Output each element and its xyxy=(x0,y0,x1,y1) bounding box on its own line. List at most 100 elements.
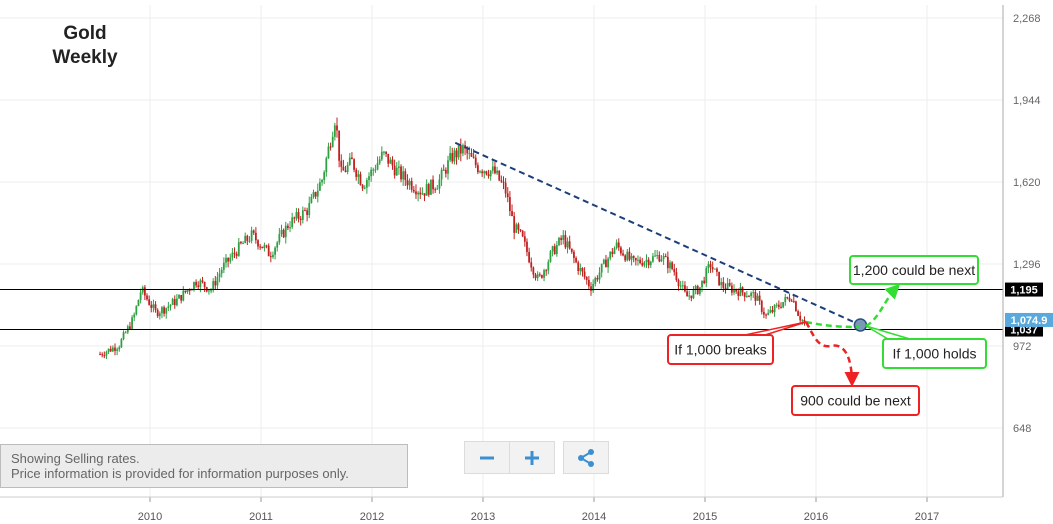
candle-body xyxy=(737,291,740,296)
candle-body xyxy=(321,180,323,183)
candle-body xyxy=(481,171,484,174)
candle-body xyxy=(504,182,507,194)
candle-body xyxy=(797,311,799,316)
candle-body xyxy=(666,256,669,269)
candle-body xyxy=(280,229,283,235)
candle-body xyxy=(107,348,110,352)
candle-body xyxy=(457,145,460,158)
share-control xyxy=(563,441,609,474)
title-line-2: Weekly xyxy=(52,47,118,68)
candle-body xyxy=(361,185,364,189)
candle-body xyxy=(169,304,172,307)
callout-1200-next: 1,200 could be next xyxy=(849,255,979,285)
x-tick-label: 2010 xyxy=(138,511,162,523)
candle-body xyxy=(436,188,439,190)
price-level-badge xyxy=(1005,282,1043,297)
candle-body xyxy=(444,169,447,174)
candle-body xyxy=(248,240,251,242)
candle-body xyxy=(632,255,635,259)
candle-body xyxy=(594,278,597,284)
candle-body xyxy=(786,297,789,299)
zoom-out-button[interactable] xyxy=(465,442,509,473)
candle-body xyxy=(605,259,607,268)
candle-body xyxy=(137,299,140,306)
candle-body xyxy=(269,256,272,258)
callout-box xyxy=(849,255,979,285)
candle-body xyxy=(777,304,780,307)
candle-body xyxy=(688,295,691,297)
candle-body xyxy=(743,292,746,297)
candle-body xyxy=(244,235,247,244)
axes: 648 972 1,296 1,620 1,944 2,268 2010 2011 2012 20… xyxy=(0,5,1041,523)
candle-body xyxy=(440,169,443,180)
candle-body xyxy=(229,257,232,262)
candle-body xyxy=(212,281,215,291)
candle-body xyxy=(538,274,541,276)
candle-body xyxy=(750,292,753,297)
candle-body xyxy=(652,256,654,262)
candle-body xyxy=(250,230,253,241)
callout-pointer xyxy=(744,321,807,336)
candle-body xyxy=(227,257,230,262)
callout-1000-holds: If 1,000 holds xyxy=(865,325,987,369)
candle-body xyxy=(600,263,603,273)
candle-body xyxy=(541,275,543,278)
candle-body xyxy=(274,247,276,255)
zoom-in-button[interactable] xyxy=(509,442,554,473)
candle-body xyxy=(673,269,676,273)
candle-body xyxy=(419,192,422,195)
candle-body xyxy=(487,174,490,177)
candle-body xyxy=(261,246,264,249)
candle-body xyxy=(182,290,185,301)
candle-body xyxy=(671,262,674,270)
up-arrow xyxy=(865,283,901,328)
candle-body xyxy=(553,246,556,255)
candle-body xyxy=(780,306,782,308)
minus-icon xyxy=(480,456,494,459)
candle-body xyxy=(167,306,170,308)
candle-body xyxy=(609,251,612,259)
candle-body xyxy=(466,148,469,154)
candle-body xyxy=(316,190,319,197)
candle-body xyxy=(675,272,678,280)
candle-body xyxy=(558,237,560,246)
candle-body xyxy=(681,285,684,287)
candle-body xyxy=(370,169,373,177)
candle-body xyxy=(410,180,413,190)
callout-text: If 1,000 breaks xyxy=(674,342,767,358)
plus-icon xyxy=(525,450,539,465)
candle-body xyxy=(163,307,165,314)
candle-body xyxy=(233,252,236,254)
candle-body xyxy=(395,167,398,176)
candle-body xyxy=(393,165,396,176)
candle-body xyxy=(795,301,797,312)
candle-body xyxy=(698,287,701,294)
candle-body xyxy=(756,295,759,301)
candle-body xyxy=(624,255,627,261)
y-tick-label: 648 xyxy=(1013,423,1031,435)
candle-body xyxy=(383,151,385,153)
candle-body xyxy=(555,245,558,255)
chart-title: Gold Weekly xyxy=(40,22,130,70)
candle-body xyxy=(143,287,146,296)
candle-body xyxy=(293,217,296,219)
candle-body xyxy=(692,289,695,299)
callout-text: 1,200 could be next xyxy=(853,262,975,278)
candle-body xyxy=(703,280,706,284)
candle-body xyxy=(265,245,268,247)
callout-box xyxy=(791,385,920,416)
candle-body xyxy=(803,320,806,323)
candle-body xyxy=(252,230,255,233)
candle-body xyxy=(400,166,402,180)
candle-body xyxy=(767,312,770,315)
candle-body xyxy=(415,191,417,195)
candle-body xyxy=(459,145,462,154)
candle-body xyxy=(323,172,326,181)
share-button[interactable] xyxy=(564,442,608,473)
candle-body xyxy=(453,150,456,162)
candle-body xyxy=(363,187,366,189)
candle-body xyxy=(301,210,304,220)
candle-body xyxy=(643,262,646,266)
candle-body xyxy=(760,300,763,312)
candle-body xyxy=(613,248,616,254)
